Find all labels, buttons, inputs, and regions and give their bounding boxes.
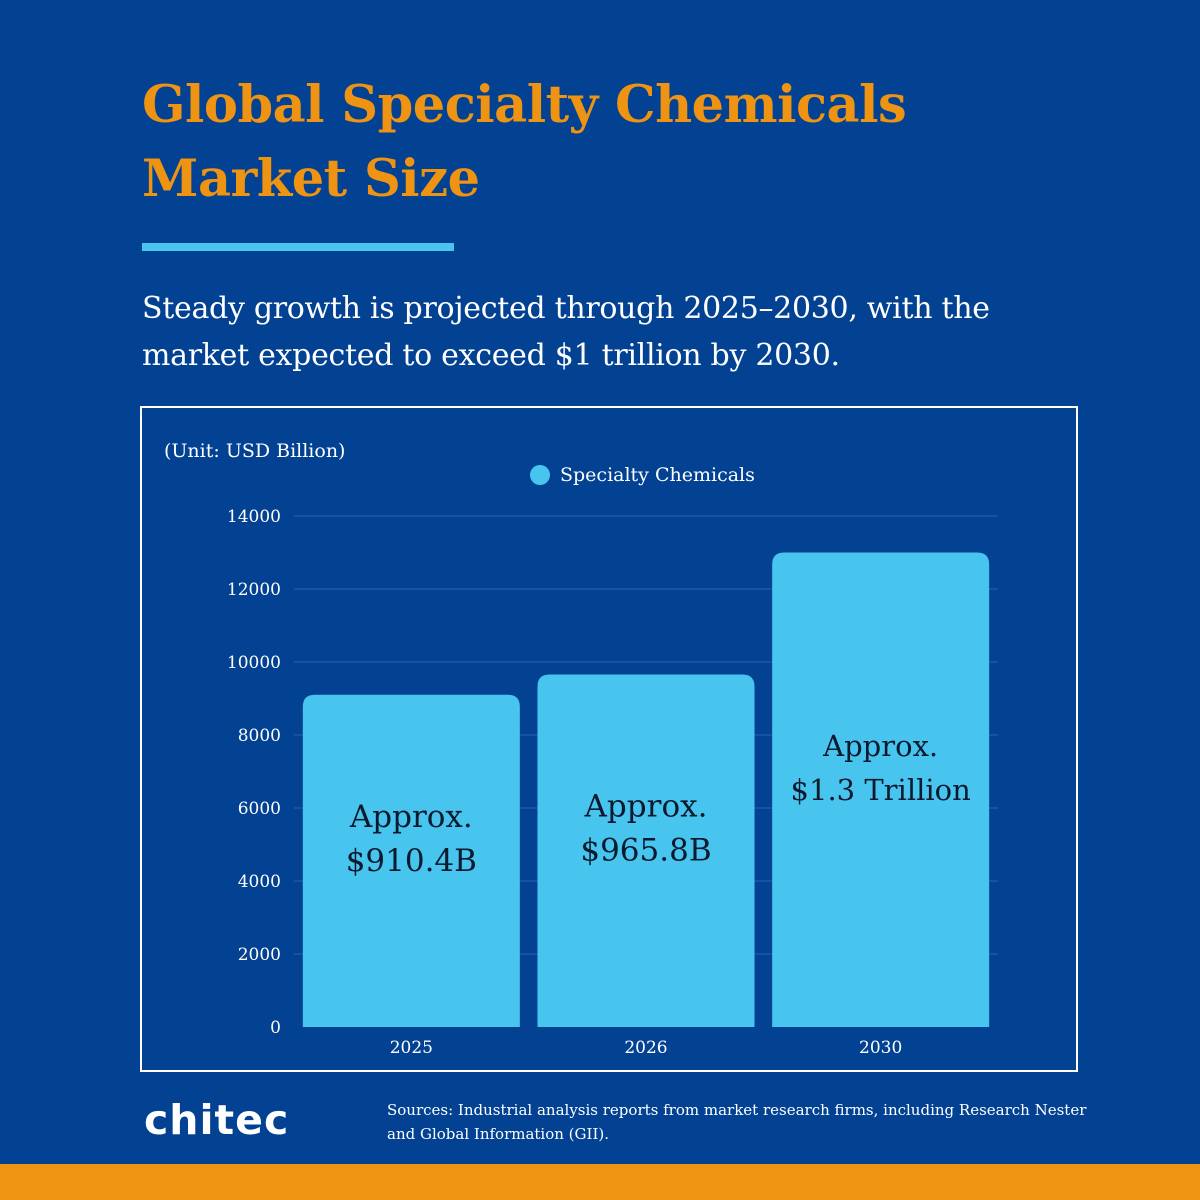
bar-data-label: $1.3 Trillion: [791, 773, 971, 807]
bar-2030: [772, 552, 990, 1027]
bar-data-label: $910.4B: [346, 843, 477, 879]
y-tick-label: 10000: [227, 653, 281, 673]
chart-unit-label: (Unit: USD Billion): [164, 440, 346, 462]
chart-panel: 0 2000 4000 6000 8000 10000 12000 14000 2025 Appr…: [140, 406, 1078, 1072]
bar-data-label: Approx.: [349, 799, 473, 835]
y-tick-label: 0: [270, 1018, 281, 1038]
x-tick-label: 2030: [859, 1038, 902, 1058]
y-tick-label: 2000: [238, 945, 281, 965]
bottom-accent-band: [0, 1164, 1200, 1200]
legend-label: Specialty Chemicals: [560, 464, 755, 486]
chart-legend: Specialty Chemicals: [530, 464, 755, 486]
y-tick-label: 4000: [238, 872, 281, 892]
y-tick-label: 8000: [238, 726, 281, 746]
legend-swatch: [530, 465, 550, 485]
y-tick-label: 6000: [238, 799, 281, 819]
y-tick-label: 14000: [227, 507, 281, 527]
bar-chart: 0 2000 4000 6000 8000 10000 12000 14000 2025 Appr…: [227, 507, 998, 1058]
bar-data-label: $965.8B: [580, 833, 711, 869]
page-subtitle: Steady growth is projected through 2025–…: [142, 291, 990, 373]
bar-2025: [302, 694, 520, 1027]
sources-note: Sources: Industrial analysis reports fro…: [387, 1101, 1087, 1143]
y-tick-label: 12000: [227, 580, 281, 600]
bar-data-label: Approx.: [584, 789, 708, 825]
company-logo: chitec: [144, 1096, 290, 1144]
bar-data-label: Approx.: [822, 729, 938, 763]
x-tick-label: 2026: [624, 1038, 667, 1058]
bar-2026: [537, 674, 755, 1027]
title-underline: [142, 243, 454, 251]
page-title: Global Specialty Chemicals Market Size: [142, 75, 907, 209]
x-tick-label: 2025: [390, 1038, 433, 1058]
